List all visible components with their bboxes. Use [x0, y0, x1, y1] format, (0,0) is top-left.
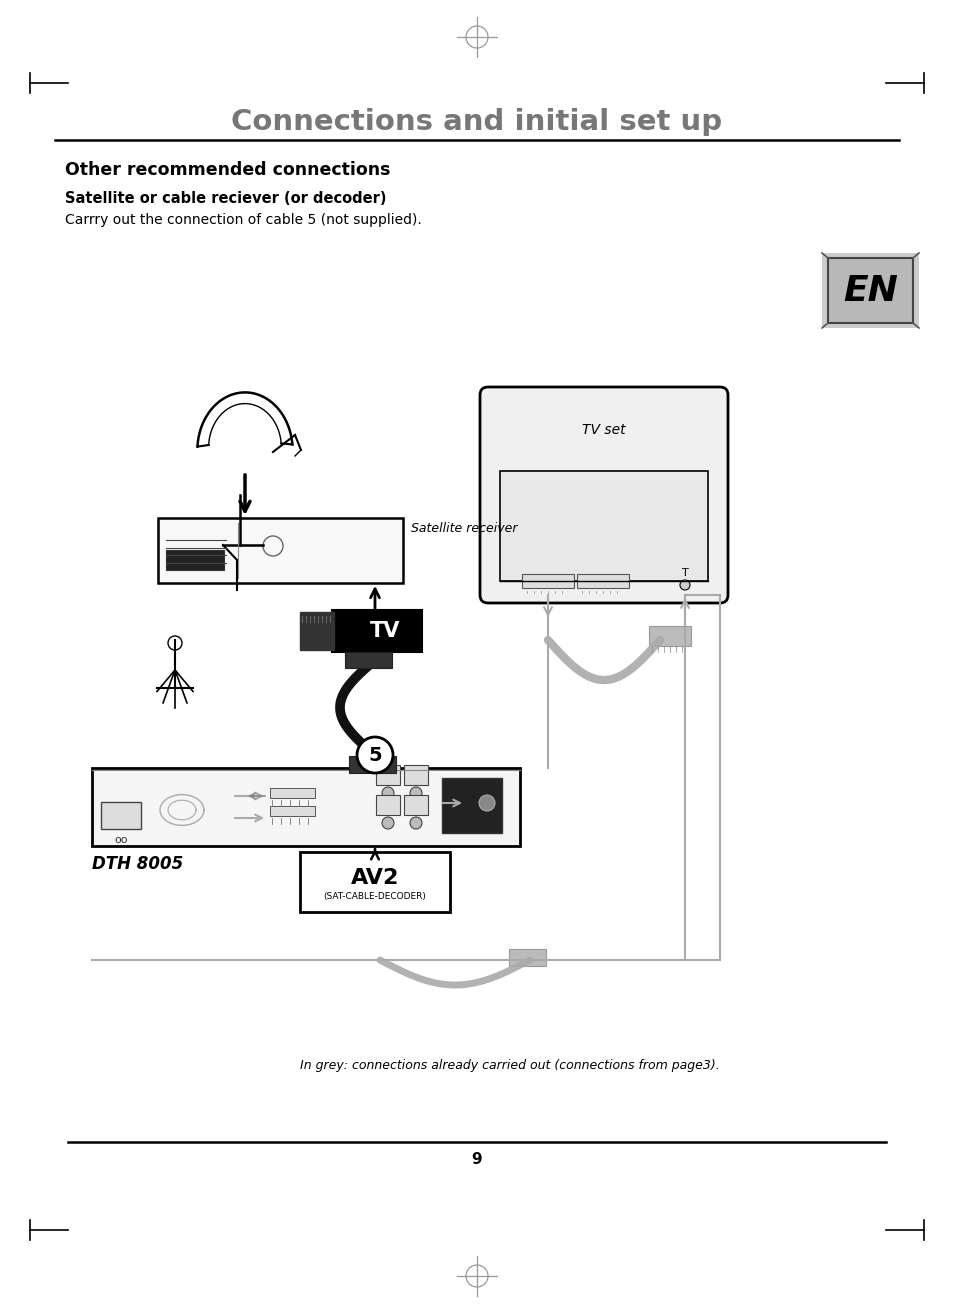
Circle shape — [410, 786, 421, 800]
Text: (SAT-CABLE-DECODER): (SAT-CABLE-DECODER) — [323, 893, 426, 902]
Circle shape — [478, 794, 495, 811]
FancyBboxPatch shape — [345, 653, 392, 668]
Text: Carrry out the connection of cable 5 (not supplied).: Carrry out the connection of cable 5 (no… — [65, 213, 421, 227]
FancyBboxPatch shape — [403, 794, 428, 815]
Circle shape — [679, 580, 689, 590]
Text: TV: TV — [370, 621, 399, 641]
Circle shape — [381, 786, 394, 800]
Text: DTH 8005: DTH 8005 — [91, 855, 183, 873]
FancyBboxPatch shape — [91, 768, 519, 846]
Text: Satellite receiver: Satellite receiver — [411, 521, 517, 534]
FancyBboxPatch shape — [375, 794, 399, 815]
FancyBboxPatch shape — [270, 788, 314, 798]
FancyBboxPatch shape — [332, 611, 421, 653]
FancyBboxPatch shape — [349, 756, 395, 773]
FancyBboxPatch shape — [299, 612, 334, 650]
Polygon shape — [821, 253, 918, 328]
FancyBboxPatch shape — [827, 257, 912, 323]
Text: In grey: connections already carried out (connections from page3).: In grey: connections already carried out… — [299, 1058, 719, 1071]
Text: Satellite or cable reciever (or decoder): Satellite or cable reciever (or decoder) — [65, 190, 386, 206]
Circle shape — [356, 737, 393, 773]
FancyBboxPatch shape — [499, 471, 707, 580]
Text: T: T — [680, 569, 688, 578]
FancyBboxPatch shape — [577, 574, 628, 588]
FancyBboxPatch shape — [648, 626, 690, 646]
Text: Other recommended connections: Other recommended connections — [65, 161, 390, 179]
FancyBboxPatch shape — [509, 949, 545, 966]
Circle shape — [410, 817, 421, 829]
Text: oo: oo — [114, 835, 128, 846]
FancyBboxPatch shape — [441, 779, 501, 832]
Text: TV set: TV set — [581, 423, 625, 437]
FancyBboxPatch shape — [299, 852, 450, 913]
FancyBboxPatch shape — [521, 574, 574, 588]
Text: AV2: AV2 — [351, 868, 398, 888]
Bar — [166, 550, 224, 570]
FancyBboxPatch shape — [479, 387, 727, 603]
Text: 9: 9 — [471, 1153, 482, 1167]
FancyBboxPatch shape — [270, 806, 314, 815]
Text: EN: EN — [842, 273, 897, 307]
FancyBboxPatch shape — [158, 519, 402, 583]
FancyBboxPatch shape — [375, 765, 399, 785]
Text: Connections and initial set up: Connections and initial set up — [232, 108, 721, 137]
Text: 5: 5 — [368, 746, 381, 764]
FancyBboxPatch shape — [101, 802, 141, 829]
FancyBboxPatch shape — [403, 765, 428, 785]
Circle shape — [381, 817, 394, 829]
